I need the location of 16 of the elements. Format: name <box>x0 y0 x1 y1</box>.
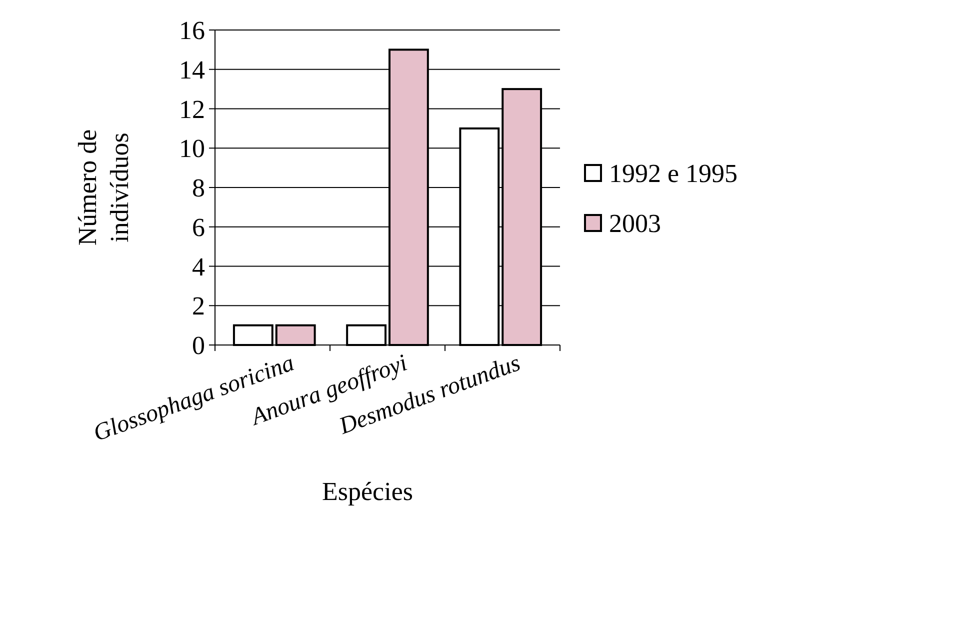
y-tick-label: 14 <box>179 55 205 84</box>
y-tick-label: 2 <box>192 292 205 321</box>
y-tick-label: 6 <box>192 212 205 242</box>
y-tick-label: 0 <box>192 331 205 360</box>
legend-label: 1992 e 1995 <box>609 159 738 188</box>
x-axis-title: Espécies <box>322 477 413 506</box>
y-tick-label: 12 <box>179 94 205 124</box>
bar <box>232 324 274 346</box>
bar <box>346 324 386 346</box>
y-tick-label: 10 <box>179 134 205 164</box>
y-tick-label: 8 <box>192 174 205 203</box>
y-tick-label: 4 <box>192 252 205 282</box>
legend-label: 2003 <box>609 209 661 238</box>
y-tick-label: 16 <box>179 16 205 46</box>
bar <box>275 324 316 346</box>
y-axis-title: Número de indivíduos <box>73 129 134 246</box>
